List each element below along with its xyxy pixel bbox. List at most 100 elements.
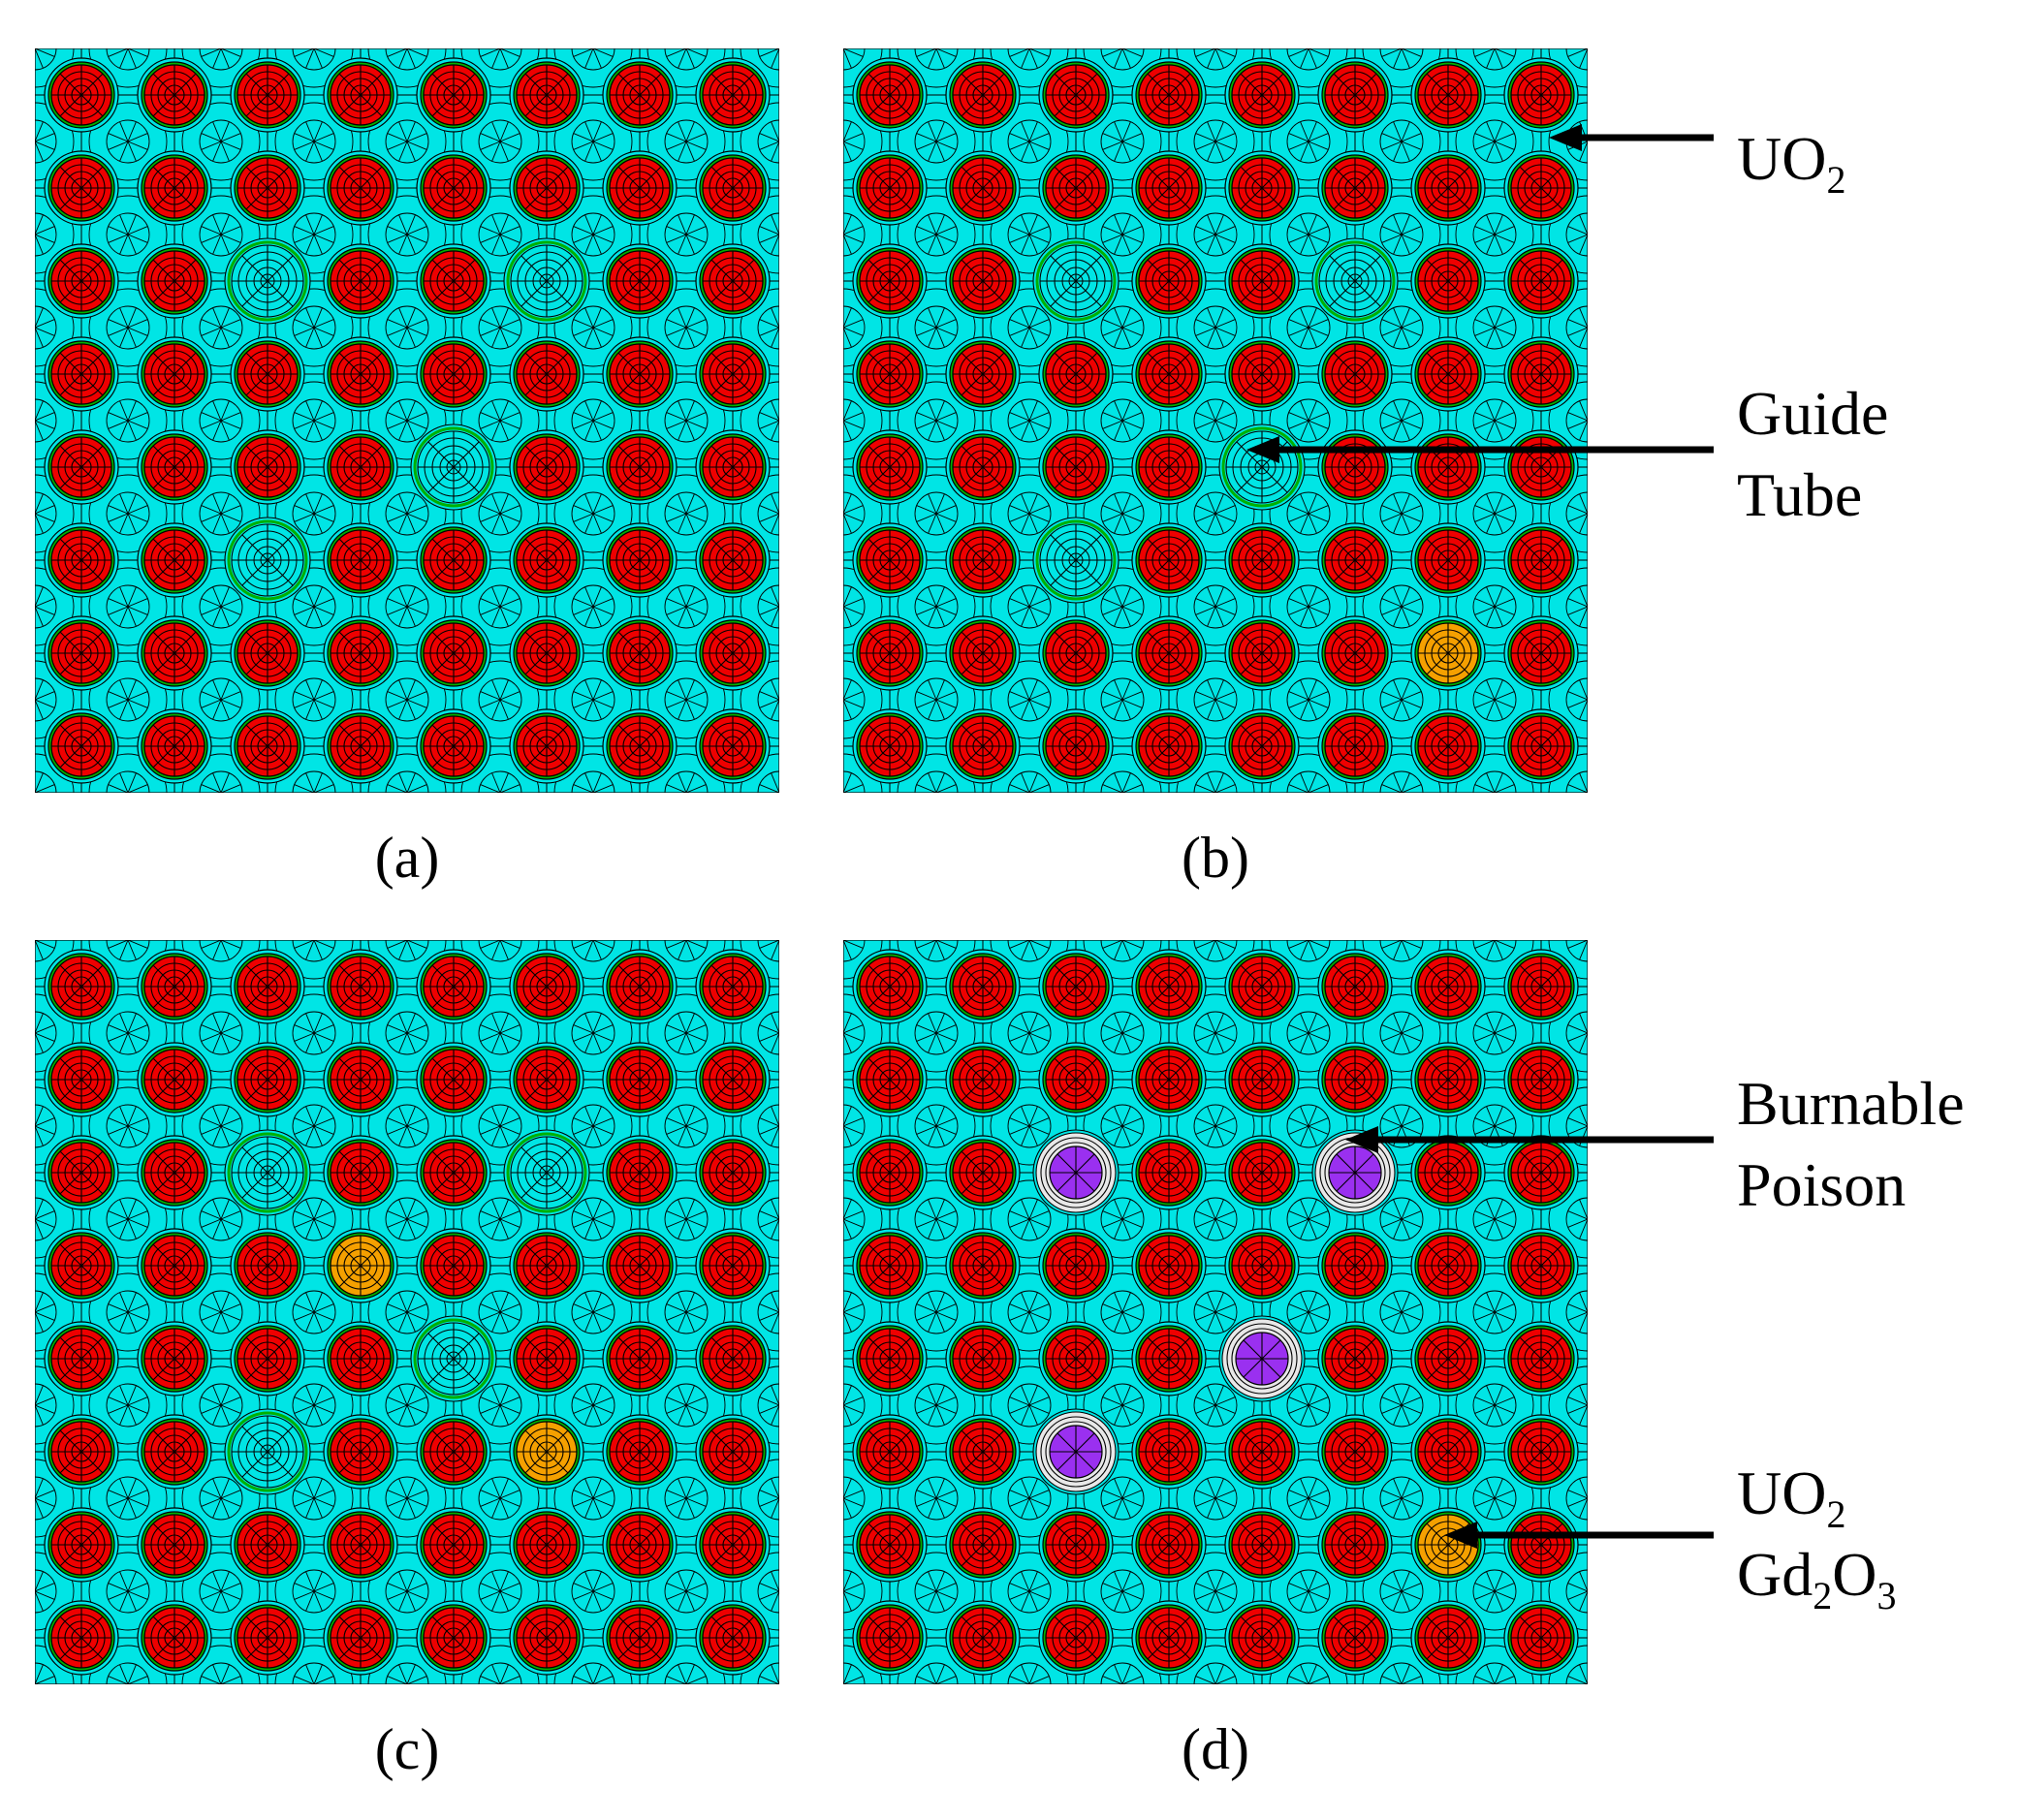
uo2-fuel-pin [1503,336,1579,412]
uo2-fuel-pin [137,949,212,1024]
uo2-callout: UO2 [1737,124,1845,202]
uo2-fuel-pin [1503,243,1579,319]
uo2-fuel-pin [1038,1321,1114,1396]
uo2-fuel-pin [695,1042,771,1117]
uo2-fuel-pin [945,429,1021,505]
uo2-fuel-pin [1317,1321,1393,1396]
uo2-fuel-pin [1038,949,1114,1024]
guide-tube [224,1129,311,1216]
uo2-fuel-pin [509,708,584,784]
uo2-fuel-pin [509,429,584,505]
burnable-poison-callout-line1: Burnable [1737,1069,1965,1138]
uo2-fuel-pin [509,1042,584,1117]
uo2-fuel-pin [852,522,928,598]
uo2-fuel-pin [1131,949,1207,1024]
uo2-fuel-pin [1503,1042,1579,1117]
uo2-fuel-pin [1131,1600,1207,1676]
uo2-fuel-pin [945,949,1021,1024]
uo2-fuel-pin [1317,1600,1393,1676]
uo2-fuel-pin [602,615,678,691]
uo2-fuel-pin [44,522,119,598]
uo2-fuel-pin [1503,57,1579,133]
uo2-fuel-pin [945,708,1021,784]
uo2-fuel-pin [323,1414,398,1490]
uo2-fuel-pin [1131,57,1207,133]
uo2-fuel-pin [509,150,584,226]
burnable-poison-rod [1218,1315,1306,1402]
uo2-fuel-pin [509,1507,584,1583]
uo2-gd2o3-callout-line2: Gd2O3 [1737,1540,1896,1617]
panel-a-lattice [35,48,779,793]
uo2-fuel-pin [230,1321,305,1396]
uo2-fuel-pin [416,243,491,319]
uo2-fuel-pin [44,150,119,226]
uo2-fuel-pin [44,1600,119,1676]
uo2-fuel-pin [695,1414,771,1490]
uo2-fuel-pin [1503,1321,1579,1396]
uo2-fuel-pin [416,336,491,412]
uo2-fuel-pin [137,1507,212,1583]
uo2-gd2o3-callout-sub-2: 2 [1826,1492,1845,1536]
uo2-fuel-pin [230,150,305,226]
uo2-fuel-pin [602,1507,678,1583]
uo2-fuel-pin [945,1600,1021,1676]
uo2-fuel-pin [602,1321,678,1396]
uo2-fuel-pin [852,429,928,505]
uo2-fuel-pin [1503,615,1579,691]
panel-b-label: (b) [1182,826,1249,890]
uo2-fuel-pin [945,243,1021,319]
uo2-fuel-pin [602,429,678,505]
uo2-fuel-pin [323,708,398,784]
uo2-callout-text: UO [1737,124,1826,193]
uo2-fuel-pin [416,708,491,784]
uo2-fuel-pin [1410,1600,1486,1676]
uo2-gd2o3-callout-uo: UO [1737,1459,1826,1527]
uo2-fuel-pin [1224,708,1300,784]
uo2-fuel-pin [230,336,305,412]
uo2-fuel-pin [44,336,119,412]
uo2-fuel-pin [1224,1135,1300,1210]
uo2-gd2o3-callout-line1: UO2 [1737,1459,1845,1536]
uo2-fuel-pin [44,708,119,784]
uo2-fuel-pin [602,708,678,784]
gd-text: Gd [1737,1540,1813,1609]
guide-tube [224,517,311,604]
uo2-fuel-pin [416,522,491,598]
uo2-fuel-pin [44,949,119,1024]
uo2-fuel-pin [602,1228,678,1303]
uo2-fuel-pin [1131,708,1207,784]
uo2-fuel-pin [1503,1228,1579,1303]
uo2-fuel-pin [852,708,928,784]
uo2-fuel-pin [44,1414,119,1490]
uo2-fuel-pin [323,150,398,226]
uo2-fuel-pin [1317,708,1393,784]
uo2-fuel-pin [1410,57,1486,133]
uo2-gd2o3-fuel-pin [1410,615,1486,691]
uo2-fuel-pin [1410,1321,1486,1396]
uo2-fuel-pin [852,1042,928,1117]
uo2-fuel-pin [1503,522,1579,598]
uo2-fuel-pin [1131,522,1207,598]
uo2-fuel-pin [44,615,119,691]
guide-tube [503,1129,590,1216]
uo2-fuel-pin [695,1135,771,1210]
uo2-fuel-pin [1317,1414,1393,1490]
uo2-fuel-pin [1317,429,1393,505]
uo2-fuel-pin [852,336,928,412]
uo2-fuel-pin [44,1321,119,1396]
uo2-fuel-pin [852,1321,928,1396]
uo2-fuel-pin [1410,150,1486,226]
uo2-fuel-pin [509,615,584,691]
uo2-fuel-pin [137,1321,212,1396]
uo2-fuel-pin [230,429,305,505]
uo2-fuel-pin [945,150,1021,226]
uo2-gd2o3-fuel-pin [509,1414,584,1490]
uo2-fuel-pin [1503,708,1579,784]
uo2-fuel-pin [1503,1135,1579,1210]
uo2-fuel-pin [1224,1042,1300,1117]
uo2-fuel-pin [1038,1228,1114,1303]
panel-a-label: (a) [375,826,440,890]
guide-tube-callout-line2: Tube [1737,460,1862,529]
uo2-fuel-pin [1131,1135,1207,1210]
uo2-fuel-pin [416,949,491,1024]
